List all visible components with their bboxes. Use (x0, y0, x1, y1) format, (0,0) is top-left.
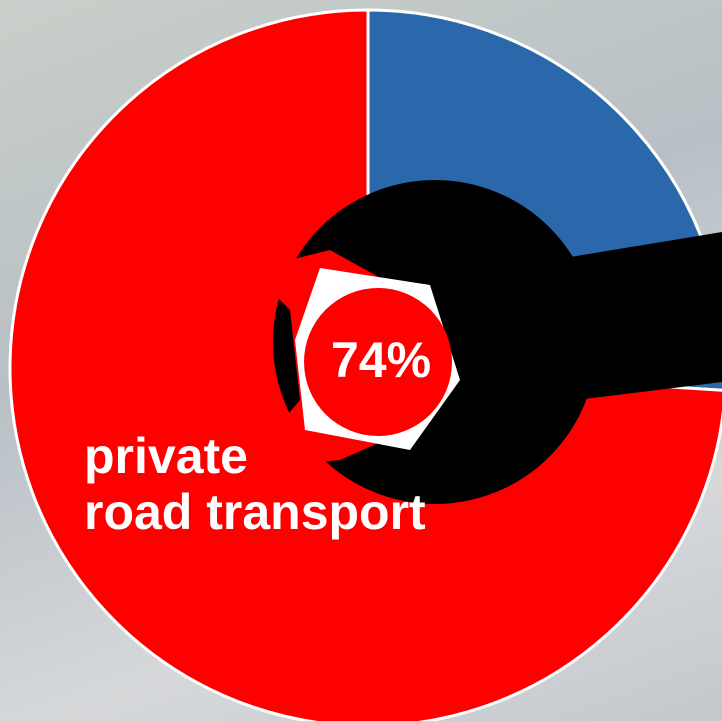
infographic: private road transport 74% (0, 0, 722, 721)
slice-label: private road transport (84, 428, 426, 540)
value-label: 74% (306, 330, 456, 390)
